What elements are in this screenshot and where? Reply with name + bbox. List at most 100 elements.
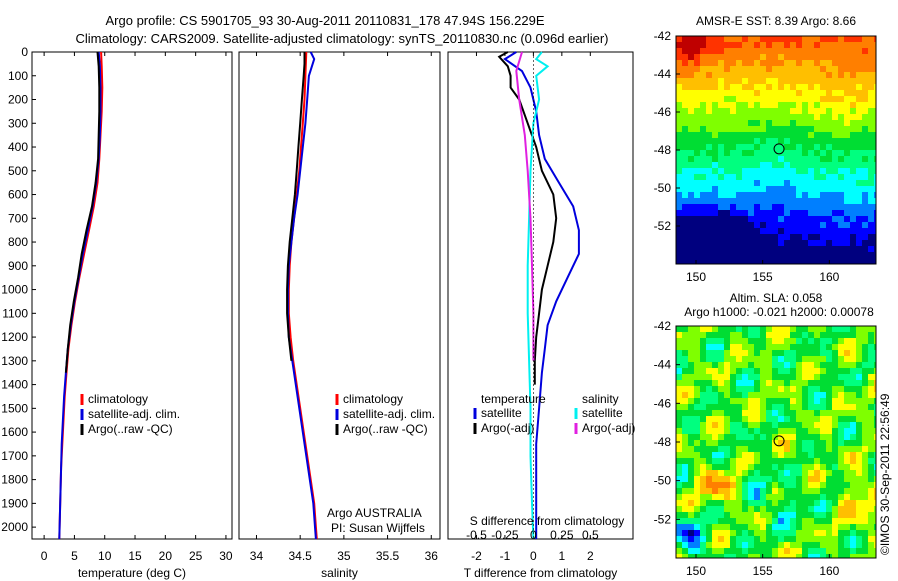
sla-map-cell (742, 428, 748, 434)
sst-map-cell (874, 162, 876, 168)
sst-map-cell (784, 42, 790, 48)
sla-map-cell (862, 500, 868, 506)
sst-map-cell (814, 228, 820, 234)
sla-map-cell (796, 344, 802, 350)
sla-map-cell (838, 470, 844, 476)
sst-map-cell (778, 48, 784, 54)
sla-map-cell (736, 536, 742, 542)
sla-map-cell (700, 536, 706, 542)
sst-map-cell (694, 114, 700, 120)
sla-map-cell (682, 422, 688, 428)
sst-map-cell (718, 132, 724, 138)
sst-map-cell (676, 246, 682, 252)
sst-map-cell (742, 174, 748, 180)
sla-map-cell (796, 356, 802, 362)
sst-map-cell (856, 180, 862, 186)
sla-map-cell (856, 380, 862, 386)
sla-map-cell (796, 398, 802, 404)
sla-map-cell (772, 410, 778, 416)
sst-map-cell (748, 42, 754, 48)
sst-map-cell (856, 66, 862, 72)
sla-map-cell (856, 350, 862, 356)
sla-map-cell (826, 470, 832, 476)
temp-legend-label: Argo(..raw -QC) (88, 422, 173, 436)
sst-map-ytick-label: -46 (654, 105, 672, 119)
sst-map-cell (682, 234, 688, 240)
sla-map-cell (694, 398, 700, 404)
sla-map-cell (706, 356, 712, 362)
sst-map-cell (826, 144, 832, 150)
sla-map-cell (826, 542, 832, 548)
sst-map-cell (694, 96, 700, 102)
difference-profile-series-line (503, 51, 580, 539)
sla-map-cell (862, 476, 868, 482)
sst-map-cell (874, 78, 876, 84)
difference-profile-xtick-label: 1 (559, 549, 566, 563)
sst-map-cell (778, 174, 784, 180)
sla-map-cell (844, 434, 850, 440)
sst-map-cell (808, 114, 814, 120)
sst-map-cell (874, 120, 876, 126)
sst-map-cell (760, 216, 766, 222)
sst-map-cell (850, 114, 856, 120)
sla-map-cell (832, 392, 838, 398)
sla-map-cell (748, 524, 754, 530)
sst-map-cell (718, 54, 724, 60)
sst-map-cell (772, 210, 778, 216)
sst-map-cell (838, 42, 844, 48)
sst-map-cell (682, 144, 688, 150)
sla-map-cell (856, 518, 862, 524)
sst-map-cell (850, 78, 856, 84)
sst-map-cell (706, 180, 712, 186)
sst-map-cell (856, 216, 862, 222)
sla-map-cell (844, 368, 850, 374)
sst-map-cell (778, 90, 784, 96)
sla-map-cell (802, 380, 808, 386)
sla-map-cell (844, 464, 850, 470)
sla-map-cell (802, 326, 808, 332)
sst-map-cell (820, 144, 826, 150)
sla-map-cell (874, 542, 876, 548)
sla-map-cell (730, 344, 736, 350)
sla-map-cell (796, 554, 802, 558)
sla-map-cell (832, 338, 838, 344)
sla-map-cell (850, 530, 856, 536)
sst-map-cell (874, 174, 876, 180)
sst-map-cell (700, 42, 706, 48)
sst-map-cell (826, 96, 832, 102)
sst-map-cell (832, 120, 838, 126)
sst-map-cell (682, 42, 688, 48)
sla-map-cell (790, 536, 796, 542)
sst-map-cell (844, 252, 850, 258)
sla-map-cell (832, 350, 838, 356)
sla-map-cell (844, 476, 850, 482)
sst-map-cell (874, 186, 876, 192)
sla-map-cell (778, 476, 784, 482)
sla-map-cell (700, 452, 706, 458)
sla-map-cell (832, 470, 838, 476)
sst-map-cell (694, 90, 700, 96)
sla-map-cell (814, 416, 820, 422)
sla-map-cell (856, 368, 862, 374)
sst-map-cell (838, 180, 844, 186)
sst-map-cell (682, 156, 688, 162)
sst-map-cell (832, 72, 838, 78)
sst-map-cell (832, 144, 838, 150)
sla-map-cell (706, 344, 712, 350)
sla-map-cell (772, 374, 778, 380)
sst-map-cell (688, 240, 694, 246)
sst-map-cell (862, 186, 868, 192)
sla-map-cell (808, 356, 814, 362)
sst-map-cell (826, 120, 832, 126)
sla-map-cell (820, 452, 826, 458)
sla-map-cell (844, 512, 850, 518)
sst-map-cell (736, 120, 742, 126)
sla-map-cell (712, 446, 718, 452)
sst-map-cell (742, 186, 748, 192)
sla-map-cell (754, 404, 760, 410)
sla-map-cell (838, 332, 844, 338)
imos-credit: ©IMOS 30-Sep-2011 22:56:49 (878, 393, 892, 555)
sla-map-cell (874, 332, 876, 338)
sla-map-cell (712, 398, 718, 404)
sla-map-cell (778, 434, 784, 440)
